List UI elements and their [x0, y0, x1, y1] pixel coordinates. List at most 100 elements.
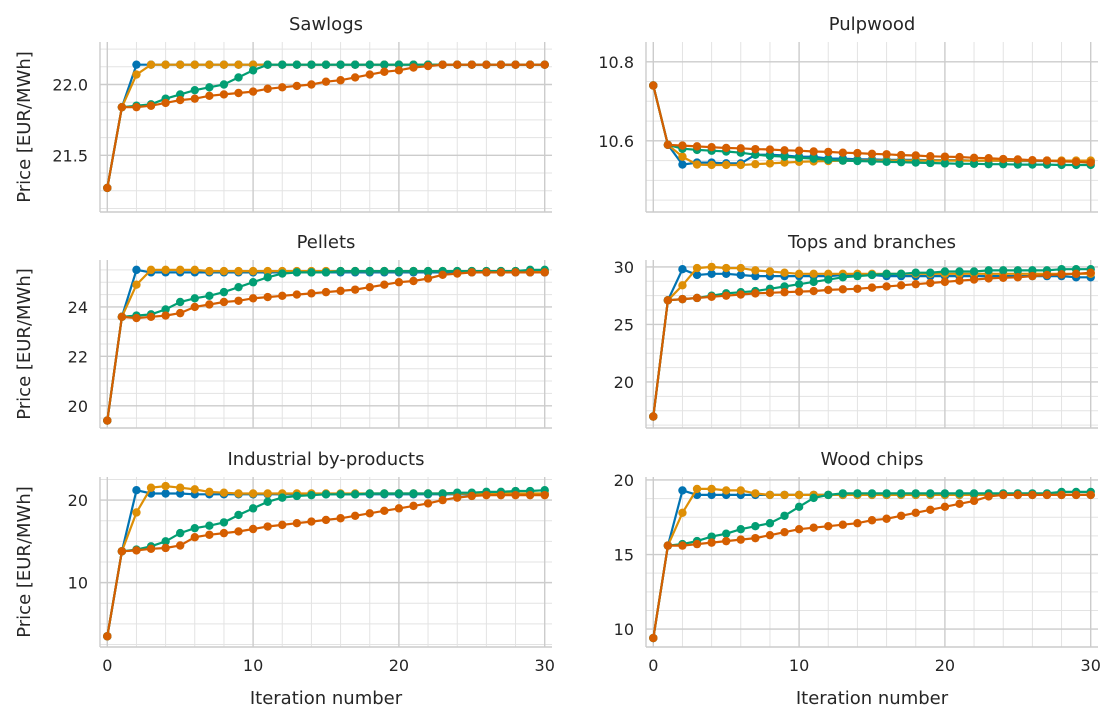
data-point	[649, 412, 658, 421]
y-tick-label: 30	[614, 258, 634, 277]
data-point	[190, 523, 199, 533]
data-point	[765, 159, 775, 168]
data-point	[692, 293, 702, 303]
data-point	[190, 485, 199, 494]
data-point	[911, 151, 920, 160]
data-point	[1013, 155, 1023, 164]
data-point	[336, 286, 345, 296]
data-point	[248, 278, 258, 287]
data-point	[175, 265, 185, 275]
data-point	[190, 85, 199, 95]
data-point	[780, 282, 789, 291]
data-point	[707, 160, 716, 170]
data-point	[692, 270, 702, 280]
data-point	[219, 488, 229, 497]
data-point	[969, 496, 979, 506]
data-point	[896, 511, 906, 520]
data-point	[882, 157, 891, 166]
data-point	[321, 515, 331, 525]
data-point	[838, 520, 848, 529]
data-point	[234, 527, 243, 536]
series-line	[106, 488, 545, 637]
data-point	[219, 90, 229, 99]
data-point	[307, 289, 316, 298]
data-point	[350, 60, 360, 69]
data-point	[132, 102, 141, 112]
data-point	[307, 268, 316, 277]
y-tick-label: 20	[68, 397, 88, 416]
data-point	[540, 490, 549, 500]
data-point	[955, 499, 964, 509]
data-point	[1042, 270, 1052, 280]
x-tick-label: 20	[389, 656, 409, 675]
data-point	[794, 502, 804, 512]
data-point	[1028, 156, 1037, 165]
data-point	[205, 83, 214, 92]
y-tick-label: 10.8	[598, 53, 634, 72]
data-point	[263, 266, 272, 276]
data-point	[678, 265, 687, 274]
data-point	[780, 268, 789, 277]
data-point	[205, 300, 214, 309]
data-point	[409, 501, 418, 511]
data-point	[824, 147, 833, 157]
data-point	[794, 269, 804, 279]
data-point	[438, 495, 447, 505]
data-point	[721, 160, 731, 170]
data-point	[190, 94, 199, 103]
data-point	[336, 76, 345, 85]
y-axis-label-top: Price [EUR/MWh]	[14, 51, 35, 203]
data-point	[809, 286, 818, 296]
data-point	[350, 490, 360, 499]
data-point	[794, 287, 804, 296]
data-point	[736, 524, 745, 534]
data-point	[926, 152, 935, 161]
data-point	[794, 153, 804, 163]
data-point	[867, 283, 877, 292]
data-point	[896, 269, 906, 279]
data-point	[205, 530, 214, 539]
data-point	[765, 519, 775, 528]
data-point	[1028, 271, 1037, 281]
data-point	[292, 60, 302, 69]
data-point	[409, 489, 418, 498]
data-point	[780, 527, 789, 537]
data-point	[896, 489, 906, 498]
x-tick-label: 30	[535, 656, 555, 675]
data-point	[423, 266, 433, 276]
data-point	[678, 294, 687, 304]
data-point	[692, 484, 702, 494]
data-point	[205, 521, 214, 530]
data-point	[926, 268, 935, 277]
data-point	[161, 489, 170, 498]
data-point	[838, 156, 848, 165]
data-point	[721, 536, 731, 546]
data-point	[838, 489, 848, 498]
data-point	[234, 73, 243, 82]
y-tick-label: 20	[614, 373, 634, 392]
x-tick-label: 30	[1081, 656, 1101, 675]
data-point	[707, 292, 716, 302]
data-point	[692, 142, 702, 151]
data-point	[132, 508, 141, 517]
data-point	[1057, 157, 1066, 166]
data-point	[292, 290, 302, 299]
data-point	[896, 157, 906, 167]
series-line	[106, 489, 545, 637]
data-point	[467, 60, 477, 69]
data-point	[132, 546, 141, 555]
data-point	[751, 271, 760, 281]
data-point	[336, 490, 345, 499]
data-point	[394, 278, 404, 287]
data-point	[969, 275, 979, 284]
x-tick-label: 0	[102, 656, 112, 675]
data-point	[969, 159, 979, 168]
data-point	[409, 266, 418, 276]
data-point	[780, 288, 789, 297]
data-point	[103, 632, 112, 641]
data-point	[380, 506, 389, 516]
data-point	[248, 489, 258, 498]
y-tick-label: 22	[68, 347, 88, 366]
data-point	[896, 150, 906, 160]
panel-wood-chips: Wood chips 10 15 20 0 10 20 30	[614, 449, 1101, 675]
